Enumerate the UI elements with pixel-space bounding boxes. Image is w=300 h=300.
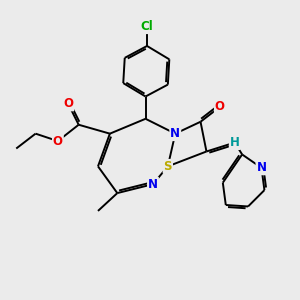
Text: N: N <box>170 127 180 140</box>
Text: S: S <box>164 160 172 173</box>
Text: H: H <box>230 136 240 149</box>
Text: Cl: Cl <box>141 20 153 33</box>
Text: O: O <box>215 100 225 113</box>
Text: N: N <box>148 178 158 191</box>
Text: O: O <box>63 98 73 110</box>
Text: N: N <box>256 161 266 174</box>
Text: O: O <box>53 135 63 148</box>
